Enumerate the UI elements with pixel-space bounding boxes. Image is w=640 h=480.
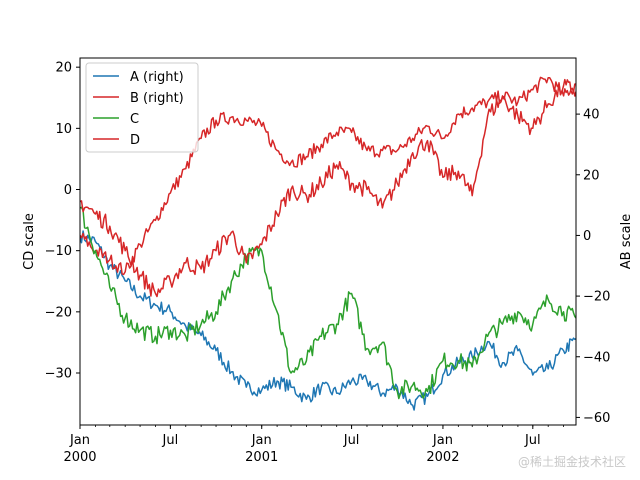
legend-box [85,62,199,153]
series-line-a-right [80,230,576,411]
x-tick-label: Jul [343,433,360,448]
plot-area [80,76,576,411]
left-tick-label: −20 [45,305,72,320]
series-line-b-right [80,76,576,276]
left-tick-label: 0 [64,183,72,198]
x-tick-label: Jan [251,433,272,448]
left-tick-label: 10 [55,122,72,137]
legend-label: D [130,133,140,148]
x-tick-label: Jul [524,433,541,448]
axes: 20 10 0 −10 −20 −30 40 20 0 −20 −40 −60 Jan 2000 Jul Ja… [22,57,634,465]
legend-label: A (right) [130,70,184,85]
x-tick-year-label: 2001 [245,450,278,465]
right-tick-label: 20 [583,168,600,183]
x-tick-label: Jan [69,433,90,448]
right-tick-label: −60 [583,411,610,426]
left-axis-label: CD scale [22,213,37,270]
left-tick-label: −30 [45,367,72,382]
series-line-c [80,206,576,400]
right-tick-label: −40 [583,350,610,365]
right-axis-label: AB scale [619,214,634,269]
legend-label: B (right) [130,91,184,106]
right-tick-label: 40 [583,108,600,123]
x-tick-year-label: 2000 [63,450,96,465]
right-tick-label: 0 [583,229,591,244]
left-tick-label: −10 [45,244,72,259]
legend-label: C [130,112,139,127]
right-tick-label: −20 [583,290,610,305]
x-tick-label: Jan [432,433,453,448]
axes-frame [79,57,577,426]
x-tick-year-label: 2002 [426,450,459,465]
left-tick-label: 20 [55,61,72,76]
x-tick-label: Jul [162,433,179,448]
watermark: @稀土掘金技术社区 [517,455,626,469]
series-line-d [80,78,576,298]
legend: A (right) B (right) CD [85,62,199,153]
